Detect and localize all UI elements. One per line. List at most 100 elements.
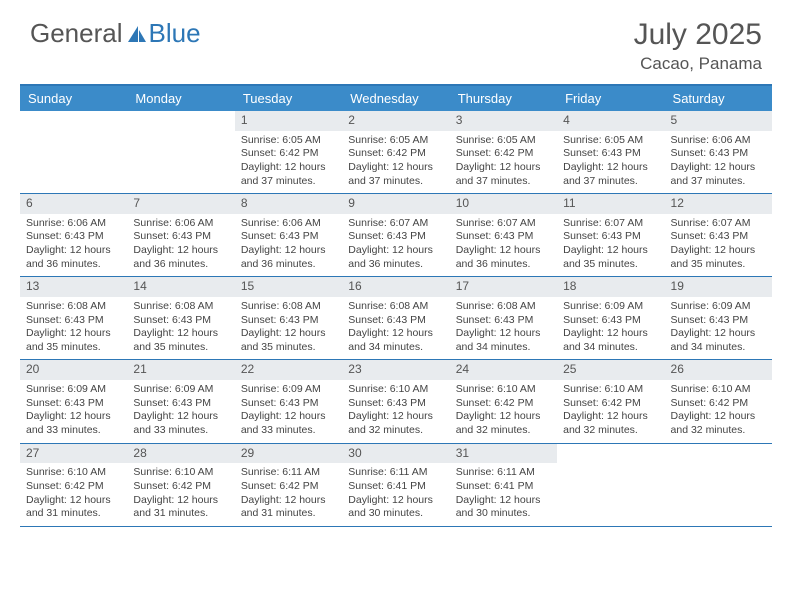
header: General Blue July 2025 Cacao, Panama xyxy=(0,0,792,84)
day-cell: 4 Sunrise: 6:05 AMSunset: 6:43 PMDaylight… xyxy=(557,111,664,193)
day-cell: 19 Sunrise: 6:09 AMSunset: 6:43 PMDayligh… xyxy=(665,277,772,359)
day-number: 25 xyxy=(557,360,664,380)
day-body: Sunrise: 6:08 AMSunset: 6:43 PMDaylight:… xyxy=(133,300,228,355)
day-cell: 30Sunrise: 6:11 AMSunset: 6:41 PMDayligh… xyxy=(342,444,449,526)
day-body: Sunrise: 6:10 AMSunset: 6:42 PMDaylight:… xyxy=(671,383,766,438)
day-cell: 20 Sunrise: 6:09 AMSunset: 6:43 PMDayligh… xyxy=(20,360,127,442)
logo-text-2: Blue xyxy=(149,18,201,49)
day-cell: 17 Sunrise: 6:08 AMSunset: 6:43 PMDayligh… xyxy=(450,277,557,359)
day-cell: 29Sunrise: 6:11 AMSunset: 6:42 PMDayligh… xyxy=(235,444,342,526)
weeks-container: 1 Sunrise: 6:05 AMSunset: 6:42 PMDaylight… xyxy=(20,111,772,527)
day-header: Tuesday xyxy=(235,86,342,111)
day-number: 14 xyxy=(127,277,234,297)
day-header: Saturday xyxy=(665,86,772,111)
day-number: 11 xyxy=(557,194,664,214)
day-cell: 18 Sunrise: 6:09 AMSunset: 6:43 PMDayligh… xyxy=(557,277,664,359)
day-number: 8 xyxy=(235,194,342,214)
day-cell: 13 Sunrise: 6:08 AMSunset: 6:43 PMDayligh… xyxy=(20,277,127,359)
day-body: Sunrise: 6:08 AMSunset: 6:43 PMDaylight:… xyxy=(241,300,336,355)
day-body: Sunrise: 6:05 AMSunset: 6:42 PMDaylight:… xyxy=(348,134,443,189)
day-header: Friday xyxy=(557,86,664,111)
day-cell: 7 Sunrise: 6:06 AMSunset: 6:43 PMDaylight… xyxy=(127,194,234,276)
day-number: 28 xyxy=(127,444,234,464)
day-header: Monday xyxy=(127,86,234,111)
day-cell: 23Sunrise: 6:10 AMSunset: 6:43 PMDayligh… xyxy=(342,360,449,442)
day-cell: 9Sunrise: 6:07 AMSunset: 6:43 PMDaylight… xyxy=(342,194,449,276)
location: Cacao, Panama xyxy=(634,54,762,74)
day-number: 26 xyxy=(665,360,772,380)
day-number: 20 xyxy=(20,360,127,380)
day-cell: 6 Sunrise: 6:06 AMSunset: 6:43 PMDaylight… xyxy=(20,194,127,276)
day-cell: 10Sunrise: 6:07 AMSunset: 6:43 PMDayligh… xyxy=(450,194,557,276)
day-body: Sunrise: 6:10 AMSunset: 6:42 PMDaylight:… xyxy=(133,466,228,521)
day-number: 5 xyxy=(665,111,772,131)
day-body: Sunrise: 6:09 AMSunset: 6:43 PMDaylight:… xyxy=(671,300,766,355)
day-number: 10 xyxy=(450,194,557,214)
day-number: 4 xyxy=(557,111,664,131)
week-row: 20 Sunrise: 6:09 AMSunset: 6:43 PMDayligh… xyxy=(20,360,772,443)
logo-text-1: General xyxy=(30,18,123,49)
day-number: 12 xyxy=(665,194,772,214)
day-number: 6 xyxy=(20,194,127,214)
day-body: Sunrise: 6:11 AMSunset: 6:42 PMDaylight:… xyxy=(241,466,336,521)
day-number: 16 xyxy=(342,277,449,297)
day-body: Sunrise: 6:10 AMSunset: 6:42 PMDaylight:… xyxy=(26,466,121,521)
day-body: Sunrise: 6:06 AMSunset: 6:43 PMDaylight:… xyxy=(26,217,121,272)
day-cell: 16Sunrise: 6:08 AMSunset: 6:43 PMDayligh… xyxy=(342,277,449,359)
day-number: 22 xyxy=(235,360,342,380)
day-cell: 14 Sunrise: 6:08 AMSunset: 6:43 PMDayligh… xyxy=(127,277,234,359)
day-body: Sunrise: 6:06 AMSunset: 6:43 PMDaylight:… xyxy=(671,134,766,189)
day-body: Sunrise: 6:06 AMSunset: 6:43 PMDaylight:… xyxy=(241,217,336,272)
day-body: Sunrise: 6:09 AMSunset: 6:43 PMDaylight:… xyxy=(241,383,336,438)
day-body: Sunrise: 6:09 AMSunset: 6:43 PMDaylight:… xyxy=(26,383,121,438)
week-row: 6 Sunrise: 6:06 AMSunset: 6:43 PMDaylight… xyxy=(20,194,772,277)
day-cell xyxy=(557,444,664,526)
day-body: Sunrise: 6:05 AMSunset: 6:42 PMDaylight:… xyxy=(241,134,336,189)
day-body: Sunrise: 6:05 AMSunset: 6:42 PMDaylight:… xyxy=(456,134,551,189)
day-cell: 22 Sunrise: 6:09 AMSunset: 6:43 PMDayligh… xyxy=(235,360,342,442)
day-number: 18 xyxy=(557,277,664,297)
day-number: 31 xyxy=(450,444,557,464)
day-body: Sunrise: 6:05 AMSunset: 6:43 PMDaylight:… xyxy=(563,134,658,189)
day-header: Wednesday xyxy=(342,86,449,111)
day-body: Sunrise: 6:09 AMSunset: 6:43 PMDaylight:… xyxy=(563,300,658,355)
day-number: 23 xyxy=(342,360,449,380)
day-header: Thursday xyxy=(450,86,557,111)
day-header-row: Sunday Monday Tuesday Wednesday Thursday… xyxy=(20,86,772,111)
day-body: Sunrise: 6:07 AMSunset: 6:43 PMDaylight:… xyxy=(563,217,658,272)
day-number: 19 xyxy=(665,277,772,297)
day-body: Sunrise: 6:08 AMSunset: 6:43 PMDaylight:… xyxy=(26,300,121,355)
day-number: 9 xyxy=(342,194,449,214)
day-cell: 2 Sunrise: 6:05 AMSunset: 6:42 PMDaylight… xyxy=(342,111,449,193)
day-number: 27 xyxy=(20,444,127,464)
day-cell: 8 Sunrise: 6:06 AMSunset: 6:43 PMDaylight… xyxy=(235,194,342,276)
day-cell xyxy=(665,444,772,526)
week-row: 1 Sunrise: 6:05 AMSunset: 6:42 PMDaylight… xyxy=(20,111,772,194)
day-number: 13 xyxy=(20,277,127,297)
day-number: 2 xyxy=(342,111,449,131)
logo: General Blue xyxy=(30,18,201,49)
day-body: Sunrise: 6:08 AMSunset: 6:43 PMDaylight:… xyxy=(456,300,551,355)
day-body: Sunrise: 6:10 AMSunset: 6:42 PMDaylight:… xyxy=(456,383,551,438)
day-number: 29 xyxy=(235,444,342,464)
day-cell: 31Sunrise: 6:11 AMSunset: 6:41 PMDayligh… xyxy=(450,444,557,526)
day-cell: 1 Sunrise: 6:05 AMSunset: 6:42 PMDaylight… xyxy=(235,111,342,193)
day-cell: 24Sunrise: 6:10 AMSunset: 6:42 PMDayligh… xyxy=(450,360,557,442)
day-cell xyxy=(127,111,234,193)
month-title: July 2025 xyxy=(634,18,762,52)
day-number: 7 xyxy=(127,194,234,214)
day-cell: 27Sunrise: 6:10 AMSunset: 6:42 PMDayligh… xyxy=(20,444,127,526)
day-number: 1 xyxy=(235,111,342,131)
day-cell: 11 Sunrise: 6:07 AMSunset: 6:43 PMDayligh… xyxy=(557,194,664,276)
day-number: 17 xyxy=(450,277,557,297)
day-cell: 28Sunrise: 6:10 AMSunset: 6:42 PMDayligh… xyxy=(127,444,234,526)
day-body: Sunrise: 6:06 AMSunset: 6:43 PMDaylight:… xyxy=(133,217,228,272)
day-body: Sunrise: 6:07 AMSunset: 6:43 PMDaylight:… xyxy=(671,217,766,272)
week-row: 13 Sunrise: 6:08 AMSunset: 6:43 PMDayligh… xyxy=(20,277,772,360)
title-block: July 2025 Cacao, Panama xyxy=(634,18,762,74)
day-cell: 21Sunrise: 6:09 AMSunset: 6:43 PMDayligh… xyxy=(127,360,234,442)
day-header: Sunday xyxy=(20,86,127,111)
day-cell xyxy=(20,111,127,193)
day-cell: 5 Sunrise: 6:06 AMSunset: 6:43 PMDaylight… xyxy=(665,111,772,193)
day-number: 21 xyxy=(127,360,234,380)
